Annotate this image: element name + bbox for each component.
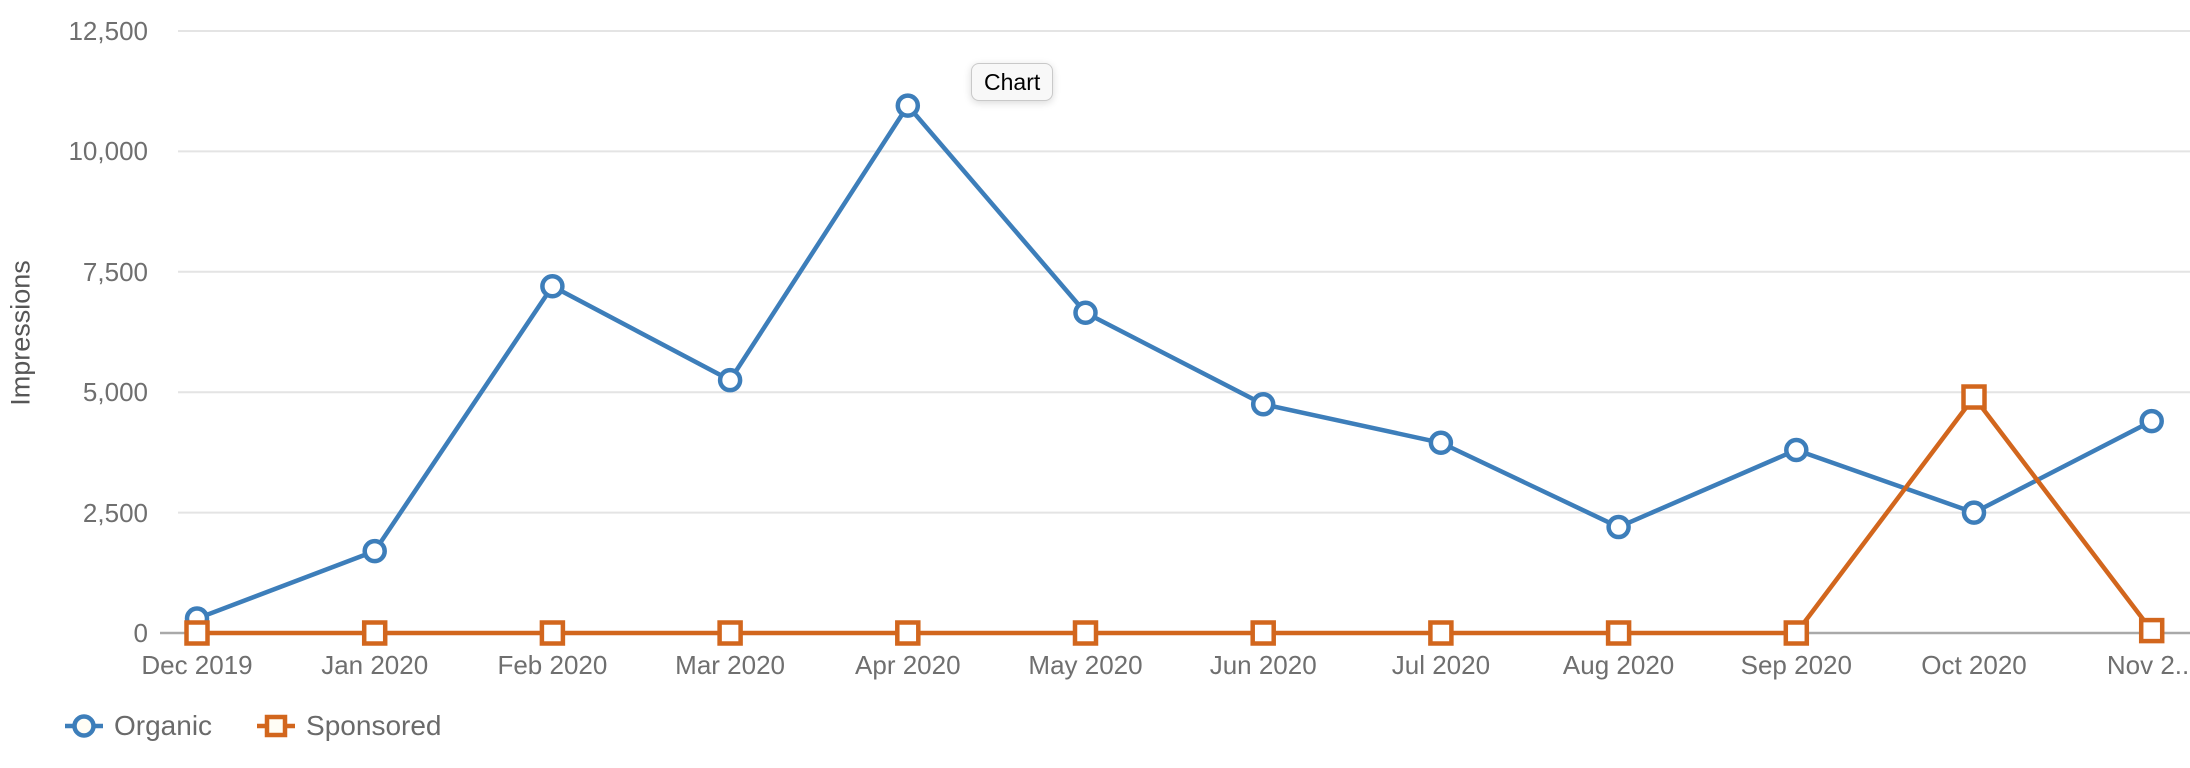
legend-item-organic[interactable]: Organic [62, 710, 212, 742]
data-point-sponsored[interactable] [1961, 384, 1987, 410]
data-point-sponsored[interactable] [717, 620, 743, 646]
y-axis-tick-label: 2,500 [82, 497, 148, 528]
data-point-organic[interactable] [540, 273, 565, 299]
data-point-sponsored[interactable] [1783, 620, 1810, 646]
sponsored-square-marker-icon [257, 714, 296, 738]
data-point-organic[interactable] [1961, 500, 1987, 525]
chart-legend: Organic Sponsored [62, 710, 441, 742]
y-axis-tick-label: 10,000 [68, 136, 148, 167]
data-point-organic[interactable] [895, 93, 921, 118]
data-point-organic[interactable] [1784, 437, 1809, 463]
x-axis-tick-label: Jul 2020 [1391, 650, 1491, 680]
chart-tooltip: Chart [971, 63, 1054, 101]
x-axis-tick-label: Mar 2020 [675, 650, 786, 680]
data-point-sponsored[interactable] [1605, 620, 1632, 646]
x-axis-tick-label: Dec 2019 [141, 650, 253, 680]
x-axis-tick-label: Feb 2020 [497, 650, 608, 680]
data-point-organic[interactable] [1250, 391, 1276, 417]
data-point-sponsored[interactable] [2138, 617, 2165, 644]
y-axis-title: Impressions [5, 260, 36, 406]
x-axis-tick-label: Jun 2020 [1209, 650, 1317, 680]
data-point-sponsored[interactable] [184, 620, 210, 646]
legend-label-sponsored: Sponsored [306, 710, 442, 741]
x-axis-tick-label: Sep 2020 [1740, 650, 1852, 680]
data-point-sponsored[interactable] [1428, 620, 1454, 646]
legend-item-sponsored[interactable]: Sponsored [254, 710, 441, 742]
series-line-organic [194, 103, 2154, 621]
data-point-organic[interactable] [1606, 514, 1631, 540]
y-axis-tick-label: 12,500 [68, 16, 148, 46]
data-point-organic[interactable] [2139, 408, 2164, 434]
data-point-sponsored[interactable] [361, 620, 388, 646]
x-axis-tick-label: Apr 2020 [855, 650, 961, 680]
data-point-organic[interactable] [362, 538, 387, 564]
data-point-sponsored[interactable] [895, 620, 921, 646]
data-point-sponsored[interactable] [1250, 620, 1276, 646]
organic-circle-marker-icon [65, 714, 103, 738]
y-axis-tick-label: 7,500 [82, 256, 148, 287]
series-line-sponsored [194, 394, 2154, 636]
y-axis-tick-label: 0 [133, 618, 148, 648]
x-axis-tick-label: Oct 2020 [1921, 650, 2027, 680]
data-point-organic[interactable] [1073, 300, 1098, 325]
y-axis-tick-label: 5,000 [82, 377, 148, 408]
data-point-organic[interactable] [717, 367, 743, 393]
data-point-sponsored[interactable] [1072, 620, 1099, 646]
legend-label-organic: Organic [114, 710, 213, 741]
data-point-sponsored[interactable] [539, 620, 566, 646]
x-axis-tick-label: Nov 2... [2106, 650, 2190, 680]
data-point-organic[interactable] [1428, 430, 1454, 456]
x-axis-tick-label: Aug 2020 [1562, 650, 1675, 680]
x-axis-tick-label: Jan 2020 [321, 650, 429, 680]
x-axis-tick-label: May 2020 [1028, 650, 1143, 680]
